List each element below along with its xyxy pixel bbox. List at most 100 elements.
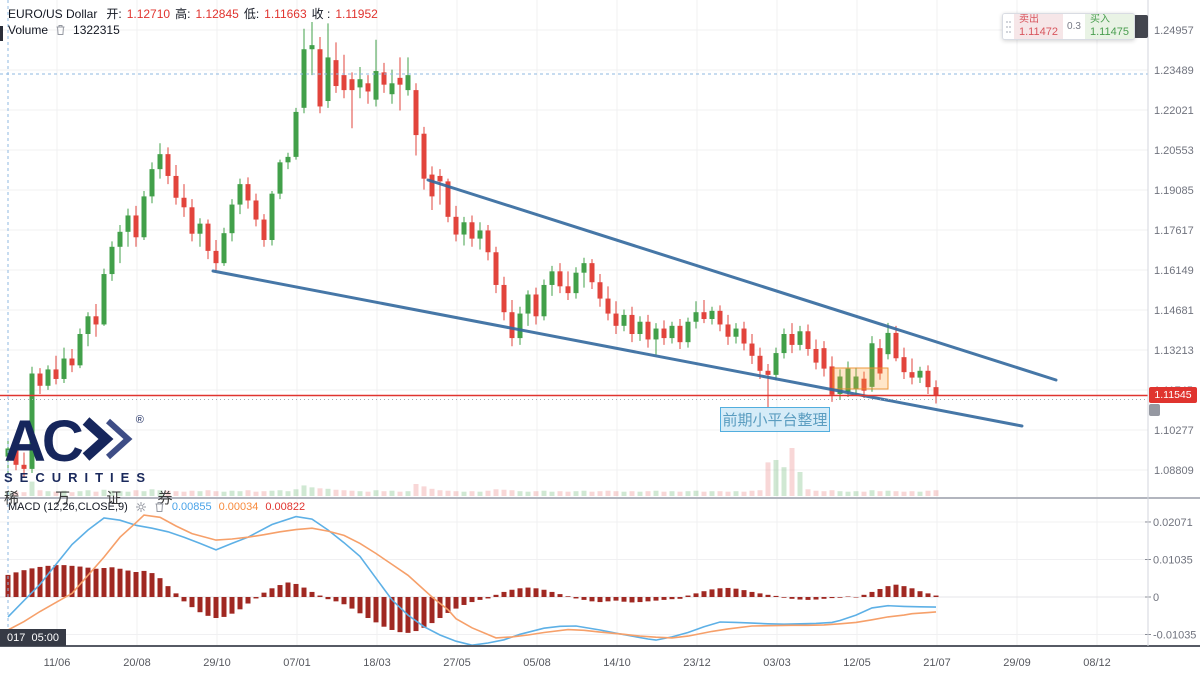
candle[interactable] (757, 355, 763, 371)
candle[interactable] (133, 215, 139, 238)
candle[interactable] (517, 313, 523, 339)
buy-button[interactable]: 买入 1.11475 (1085, 14, 1134, 39)
candle[interactable] (709, 310, 715, 320)
candle[interactable] (253, 200, 259, 220)
candle[interactable] (157, 154, 163, 170)
candle[interactable] (557, 271, 563, 287)
candle[interactable] (661, 328, 667, 339)
candle[interactable] (229, 204, 235, 234)
candle[interactable] (645, 321, 651, 340)
candle[interactable] (837, 376, 843, 394)
candle[interactable] (173, 175, 179, 198)
candle[interactable] (477, 230, 483, 239)
candle[interactable] (637, 321, 643, 335)
candle[interactable] (45, 369, 51, 386)
candle[interactable] (821, 348, 827, 369)
candle[interactable] (293, 111, 299, 157)
macd-delete-icon[interactable] (154, 501, 165, 513)
candle[interactable] (77, 334, 83, 366)
trendline[interactable] (211, 269, 1024, 428)
candle[interactable] (733, 328, 739, 337)
candle[interactable] (621, 314, 627, 326)
candle[interactable] (349, 79, 355, 91)
candle[interactable] (261, 219, 267, 240)
macd-settings-gear-icon[interactable] (135, 501, 147, 513)
candle[interactable] (869, 343, 875, 387)
candle[interactable] (181, 197, 187, 208)
candle[interactable] (197, 223, 203, 234)
candle[interactable] (325, 57, 331, 102)
candle[interactable] (381, 72, 387, 85)
candle[interactable] (845, 368, 851, 392)
candle[interactable] (149, 169, 155, 197)
chart-text-annotation[interactable]: 前期小平台整理 (720, 407, 830, 432)
candle[interactable] (277, 162, 283, 194)
candle[interactable] (853, 376, 859, 389)
horizontal-line-price-tag[interactable]: 1.11545 (1149, 387, 1197, 404)
candle[interactable] (885, 332, 891, 355)
candle[interactable] (525, 294, 531, 314)
candle[interactable] (109, 246, 115, 275)
candle[interactable] (389, 83, 395, 95)
candle[interactable] (125, 215, 131, 232)
candle[interactable] (533, 294, 539, 317)
candle[interactable] (453, 216, 459, 235)
candle[interactable] (573, 272, 579, 294)
candle[interactable] (861, 378, 867, 391)
candle[interactable] (205, 223, 211, 251)
candle[interactable] (189, 207, 195, 234)
candle[interactable] (421, 133, 427, 179)
candle[interactable] (309, 45, 315, 50)
candle[interactable] (365, 83, 371, 92)
candle[interactable] (285, 156, 291, 163)
candle[interactable] (749, 343, 755, 356)
candle[interactable] (597, 282, 603, 299)
candle[interactable] (589, 263, 595, 283)
candle[interactable] (629, 314, 635, 335)
macd-pane[interactable] (5, 514, 939, 647)
candle[interactable] (461, 222, 467, 235)
candle[interactable] (117, 231, 123, 247)
candle[interactable] (605, 298, 611, 314)
candle[interactable] (69, 358, 75, 366)
candle[interactable] (797, 331, 803, 345)
candle[interactable] (317, 49, 323, 107)
consolidation-highlight-box[interactable] (832, 367, 889, 390)
candle[interactable] (773, 353, 779, 375)
candle[interactable] (725, 324, 731, 337)
candle[interactable] (397, 77, 403, 85)
candle[interactable] (373, 71, 379, 100)
candle[interactable] (877, 348, 883, 374)
candle[interactable] (565, 286, 571, 294)
candle[interactable] (501, 284, 507, 313)
candle[interactable] (717, 310, 723, 325)
candle[interactable] (245, 184, 251, 201)
candle[interactable] (333, 60, 339, 87)
candle[interactable] (141, 196, 147, 238)
candle[interactable] (85, 316, 91, 335)
candle[interactable] (677, 325, 683, 343)
candle[interactable] (61, 358, 67, 379)
candle[interactable] (541, 284, 547, 317)
candle[interactable] (701, 312, 707, 320)
volume-delete-icon[interactable] (55, 24, 66, 36)
candle[interactable] (37, 373, 43, 386)
candle[interactable] (685, 321, 691, 343)
candle[interactable] (437, 175, 443, 182)
candle[interactable] (933, 387, 939, 396)
candle[interactable] (485, 230, 491, 253)
candle[interactable] (301, 49, 307, 108)
candle[interactable] (221, 233, 227, 264)
candle[interactable] (509, 312, 515, 339)
candle[interactable] (765, 370, 771, 375)
candle[interactable] (101, 274, 107, 325)
candle[interactable] (917, 370, 923, 378)
price-scale[interactable]: 1.24957 1.23489 1.22021 1.20553 1.19085 1.176… (1153, 25, 1196, 642)
candle[interactable] (53, 369, 59, 379)
candle[interactable] (413, 90, 419, 136)
candle[interactable] (669, 325, 675, 339)
candle[interactable] (829, 366, 835, 395)
candle[interactable] (653, 328, 659, 340)
candle[interactable] (445, 181, 451, 217)
